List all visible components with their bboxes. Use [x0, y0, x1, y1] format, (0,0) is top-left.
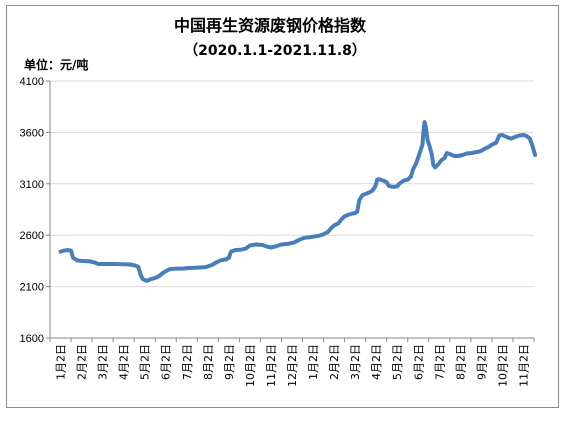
chart-frame	[6, 5, 559, 408]
x-axis-ticks: 1月2日 2月2日 3月2日 4月2日 5月2日 6月2日 7月2日 8月2日 9月2日 10月2…	[49, 338, 535, 387]
series	[58, 120, 538, 283]
x-tick-label: 1月2日	[307, 344, 320, 380]
x-tick-label: 8月2日	[454, 344, 467, 380]
x-tick-label: 4月2日	[118, 344, 131, 380]
x-tick-label: 10月2日	[496, 344, 509, 387]
chart-subtitle: （2020.1.1-2021.11.8）	[184, 43, 366, 59]
y-tick-label: 1600	[20, 333, 44, 345]
x-tick-label: 4月2日	[370, 344, 383, 380]
x-tick-label: 12月2日	[286, 344, 299, 387]
y-tick-label: 3100	[20, 179, 44, 191]
x-tick-label: 10月2日	[244, 344, 257, 387]
x-tick-label: 1月2日	[55, 344, 68, 380]
x-tick-label: 2月2日	[76, 344, 89, 380]
x-tick-label: 11月2日	[265, 344, 278, 387]
y-axis-ticks: 1600 2100 2600 3100 3600 4100	[20, 76, 50, 345]
x-tick-label: 8月2日	[202, 344, 215, 380]
x-tick-label: 11月2日	[517, 344, 530, 387]
x-tick-label: 6月2日	[160, 344, 173, 380]
x-tick-label: 3月2日	[349, 344, 362, 380]
x-tick-label: 3月2日	[97, 344, 110, 380]
y-axis-unit-label: 单位：元/吨	[24, 57, 88, 72]
axes	[49, 81, 534, 339]
x-tick-label: 7月2日	[181, 344, 194, 380]
x-tick-label: 5月2日	[391, 344, 404, 380]
x-tick-label: 5月2日	[139, 344, 152, 380]
x-tick-label: 9月2日	[223, 344, 236, 380]
x-tick-label: 6月2日	[412, 344, 425, 380]
y-tick-label: 4100	[20, 76, 44, 88]
chart-title: 中国再生资源废钢价格指数	[174, 16, 367, 35]
x-tick-label: 7月2日	[433, 344, 446, 380]
x-tick-label: 9月2日	[475, 344, 488, 380]
x-tick-label: 2月2日	[328, 344, 341, 380]
y-tick-label: 2100	[20, 282, 44, 294]
gridlines	[50, 80, 534, 288]
y-tick-label: 2600	[20, 230, 44, 242]
series-line	[58, 120, 538, 283]
y-tick-label: 3600	[20, 127, 44, 139]
